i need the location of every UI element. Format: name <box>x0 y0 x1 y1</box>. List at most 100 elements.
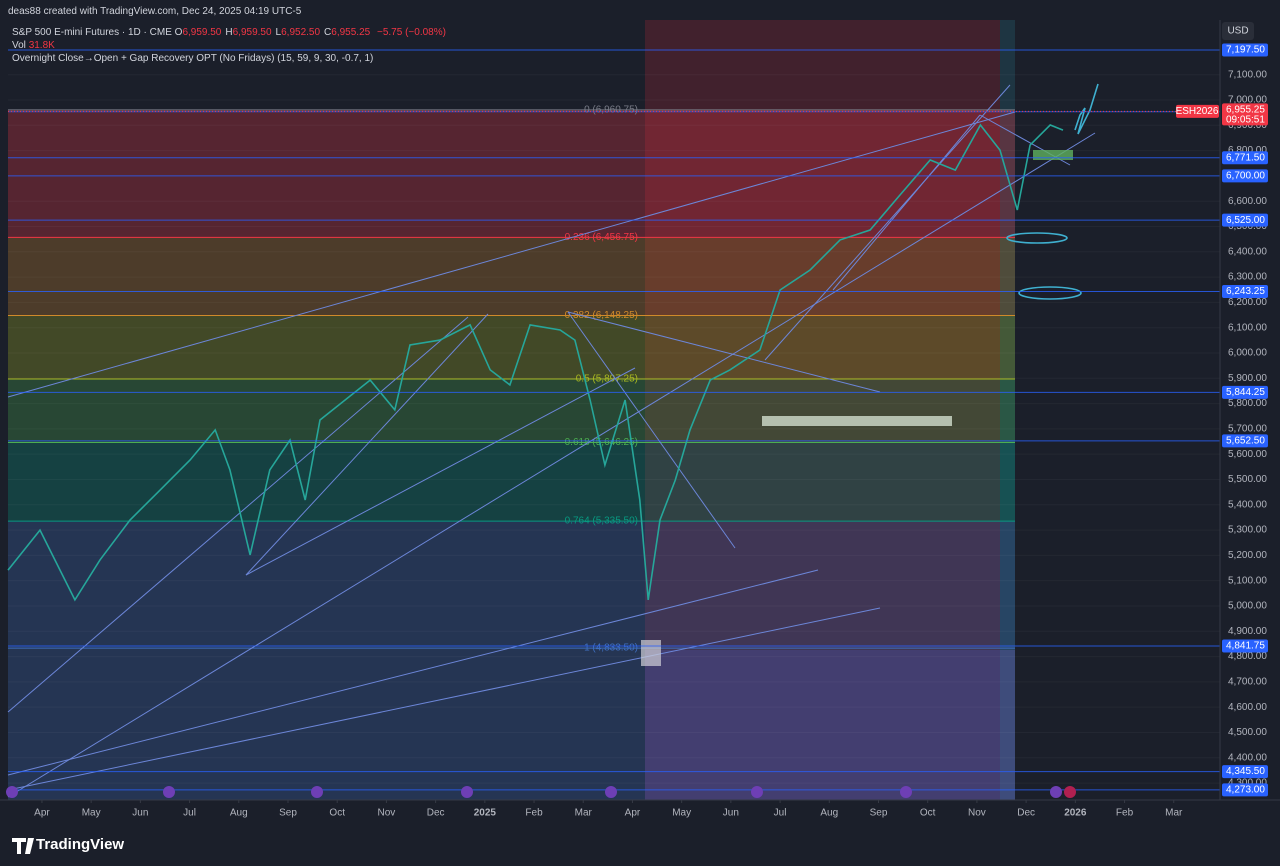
y-tick-label: 5,400.00 <box>1228 499 1267 510</box>
x-tick-label: Sep <box>279 808 297 819</box>
level-badge <box>1222 765 1268 779</box>
y-tick-label: 6,100.00 <box>1228 322 1267 333</box>
price-axis <box>1220 20 1280 800</box>
fib-label: 0.618 (5,646.25) <box>565 437 638 448</box>
zone-box <box>641 640 661 666</box>
level-badge-label: 6,525.00 <box>1226 215 1265 226</box>
level-badge-label: 4,841.75 <box>1226 641 1265 652</box>
level-badge <box>1222 783 1268 797</box>
volume: 31.8K <box>28 40 55 51</box>
x-tick-label: Jul <box>774 808 787 819</box>
event-icon <box>461 786 473 798</box>
change: −5.75 (−0.08%) <box>377 27 446 38</box>
volume-line: Vol 31.8K <box>12 40 55 51</box>
y-tick-label: 5,900.00 <box>1228 373 1267 384</box>
y-tick-label: 5,000.00 <box>1228 601 1267 612</box>
x-tick-label: 2025 <box>474 808 497 819</box>
legend-line: S&P 500 E-mini Futures · 1D · CME O6,959… <box>12 27 446 38</box>
x-tick-label: Feb <box>1116 808 1134 819</box>
x-tick-label: Apr <box>625 808 641 819</box>
y-tick-label: 6,600.00 <box>1228 196 1267 207</box>
hand-stroke <box>1074 83 1099 135</box>
event-icon <box>1050 786 1062 798</box>
level-badge-label: 6,243.25 <box>1226 286 1265 297</box>
level-badge-label: 7,197.50 <box>1226 45 1265 56</box>
level-badge-label: 5,652.50 <box>1226 436 1265 447</box>
y-tick-label: 4,700.00 <box>1228 677 1267 688</box>
level-badge-label: 5,844.25 <box>1226 387 1265 398</box>
trend-line <box>567 311 881 393</box>
event-icons <box>6 786 1076 798</box>
hand-ellipse <box>1006 232 1068 244</box>
y-tick-label: 4,500.00 <box>1228 727 1267 738</box>
ohlc-value: 6,955.25 <box>331 27 371 38</box>
last-price-badge <box>1222 103 1268 126</box>
indicator: Overnight Close→Open + Gap Recovery OPT … <box>12 53 374 64</box>
x-tick-label: Aug <box>230 808 248 819</box>
trend-line <box>764 84 1011 361</box>
logo-text: TradingView <box>36 836 124 853</box>
y-tick-label: 5,200.00 <box>1228 550 1267 561</box>
zone-box <box>1033 150 1073 160</box>
level-badge-label: 6,700.00 <box>1226 171 1265 182</box>
event-icon <box>311 786 323 798</box>
shade-region <box>645 650 1015 800</box>
event-icon <box>751 786 763 798</box>
trend-line <box>245 313 489 576</box>
y-tick-label: 5,700.00 <box>1228 424 1267 435</box>
x-tick-label: Dec <box>427 808 445 819</box>
event-icon <box>1064 786 1076 798</box>
fib-band <box>8 521 1015 649</box>
x-tick-label: Jul <box>183 808 196 819</box>
trend-line <box>245 367 636 576</box>
event-icon <box>900 786 912 798</box>
fib-label: 0.382 (6,148.25) <box>565 310 638 321</box>
x-tick-label: Aug <box>820 808 838 819</box>
level-badge <box>1222 213 1268 227</box>
ohlc-key: L <box>275 27 282 38</box>
fib-band <box>8 442 1015 522</box>
y-tick-label: 7,000.00 <box>1228 95 1267 106</box>
shade-region <box>645 20 1000 650</box>
ohlc-value: 6,952.50 <box>281 27 321 38</box>
x-tick-label: May <box>672 808 691 819</box>
y-tick-label: 5,300.00 <box>1228 525 1267 536</box>
ohlc-value: 6,959.50 <box>182 27 222 38</box>
level-badge-label: 4,273.00 <box>1226 785 1265 796</box>
event-icon <box>605 786 617 798</box>
level-badge <box>1222 169 1268 183</box>
credit: deas88 created with TradingView.com, Dec… <box>8 6 302 17</box>
x-tick-label: Jun <box>132 808 148 819</box>
x-tick-label: 2026 <box>1064 808 1087 819</box>
y-tick-label: 4,900.00 <box>1228 626 1267 637</box>
level-badge <box>1222 434 1268 448</box>
level-badge <box>1222 385 1268 399</box>
x-tick-label: Nov <box>378 808 396 819</box>
y-tick-label: 4,600.00 <box>1228 702 1267 713</box>
y-tick-label: 7,100.00 <box>1228 69 1267 80</box>
fib-band <box>8 648 1015 800</box>
y-tick-label: 6,000.00 <box>1228 348 1267 359</box>
trend-line <box>7 132 1096 798</box>
trend-line <box>7 569 819 776</box>
y-tick-label: 6,300.00 <box>1228 272 1267 283</box>
countdown: 09:05:51 <box>1226 114 1265 125</box>
fib-band <box>8 315 1015 379</box>
volume-label: Vol <box>12 40 26 51</box>
logo-mark <box>12 838 34 854</box>
x-tick-label: Oct <box>920 808 936 819</box>
symbol-tag <box>1176 104 1219 118</box>
y-tick-label: 6,200.00 <box>1228 297 1267 308</box>
trend-line <box>567 311 736 549</box>
level-badge <box>1222 43 1268 57</box>
y-tick-label: 4,800.00 <box>1228 651 1267 662</box>
level-badge <box>1222 284 1268 298</box>
x-tick-label: Sep <box>870 808 888 819</box>
ohlc: O6,959.50 H6,959.50 L6,952.50 C6,955.25 <box>175 27 375 38</box>
zone-box <box>762 416 952 426</box>
shade-region <box>1000 20 1015 800</box>
fib-band <box>8 378 1015 443</box>
level-badge <box>1222 151 1268 165</box>
y-tick-label: 6,800.00 <box>1228 145 1267 156</box>
